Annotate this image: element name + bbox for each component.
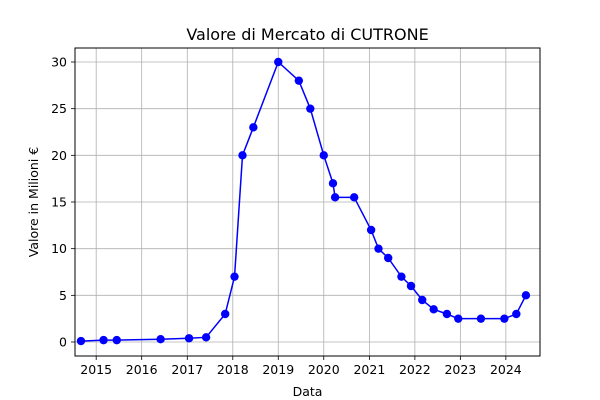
data-point <box>306 104 315 113</box>
data-point <box>76 336 86 346</box>
data-point <box>418 295 427 305</box>
series-layer <box>76 57 531 346</box>
x-axis-label: Data <box>293 384 323 399</box>
x-tick-label: 2023 <box>444 362 476 377</box>
data-point <box>330 193 340 202</box>
data-point <box>328 179 338 188</box>
x-tick-label: 2015 <box>80 362 112 377</box>
y-tick-label: 10 <box>51 241 67 256</box>
data-point <box>249 123 258 132</box>
data-point <box>319 151 328 160</box>
ticks: 2015 2016 2017 2018 2019 2020 2021 2022 2023 2024… <box>51 55 522 378</box>
data-point <box>230 272 239 281</box>
x-tick-label: 2016 <box>126 362 158 377</box>
x-tick-label: 2022 <box>399 362 431 377</box>
x-tick-label: 2018 <box>217 362 249 377</box>
x-tick-label: 2024 <box>490 362 522 377</box>
y-tick-label: 15 <box>51 195 67 210</box>
data-point <box>397 272 406 281</box>
y-tick-label: 20 <box>51 148 67 163</box>
y-tick-label: 30 <box>51 55 67 70</box>
data-point <box>294 76 304 85</box>
data-point <box>201 333 211 342</box>
data-point <box>349 193 359 202</box>
data-point <box>521 291 531 300</box>
data-point <box>384 253 393 263</box>
data-point <box>99 335 108 345</box>
x-tick-label: 2017 <box>171 362 203 377</box>
data-point <box>406 281 416 291</box>
x-tick-label: 2021 <box>353 362 385 377</box>
data-point <box>374 244 383 253</box>
data-point <box>366 225 376 235</box>
y-tick-label: 0 <box>59 335 67 350</box>
data-point <box>184 334 194 343</box>
x-tick-label: 2020 <box>308 362 340 377</box>
data-point <box>112 335 121 345</box>
data-point <box>500 314 509 323</box>
data-point <box>512 309 521 319</box>
chart-title: Valore di Mercato di CUTRONE <box>186 25 428 44</box>
y-tick-label: 5 <box>59 288 67 303</box>
y-tick-label: 25 <box>51 101 67 116</box>
data-point <box>429 305 438 314</box>
x-tick-label: 2019 <box>262 362 294 377</box>
data-point <box>220 309 230 319</box>
grid <box>75 48 540 356</box>
data-point <box>238 151 247 160</box>
y-axis-label: Valore in Milioni € <box>26 147 41 257</box>
data-point <box>454 314 463 323</box>
data-point <box>442 309 452 319</box>
data-point <box>156 335 165 344</box>
data-point <box>274 57 283 67</box>
data-point <box>476 314 486 323</box>
